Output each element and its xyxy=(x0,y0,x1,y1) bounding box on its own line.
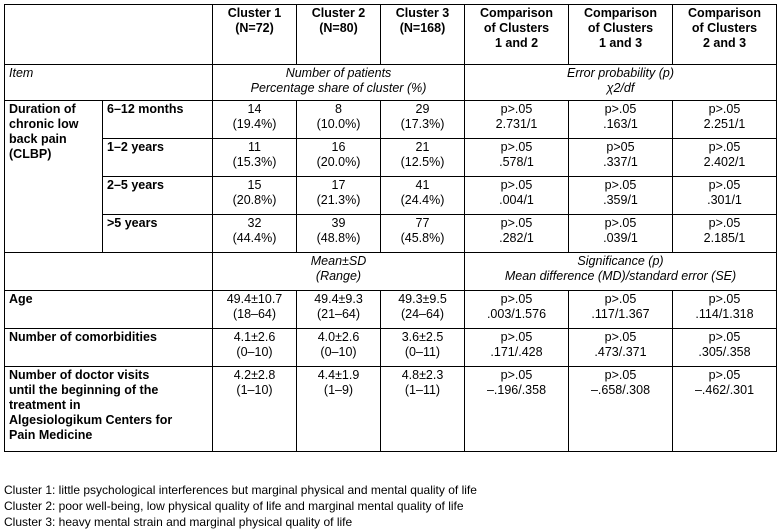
stats-label: Number of comorbidities xyxy=(4,328,213,367)
cell-cmp23: p>.05 .114/1.318 xyxy=(672,290,777,329)
cell-cmp13: p>05 .337/1 xyxy=(568,138,673,177)
stats-row: Number of doctor visits until the beginn… xyxy=(4,366,777,452)
stats-label: Age xyxy=(4,290,213,329)
cell-cmp12: p>.05 .004/1 xyxy=(464,176,569,215)
cell-cmp23: p>.05 –.462/.301 xyxy=(672,366,777,452)
footnote-cluster-3: Cluster 3: heavy mental strain and margi… xyxy=(4,515,353,529)
item-row: Item Number of patients Percentage share… xyxy=(4,64,777,101)
cell-c3: 4.8±2.3 (1–11) xyxy=(380,366,465,452)
cell-c2: 39 (48.8%) xyxy=(296,214,381,253)
cell-c3: 77 (45.8%) xyxy=(380,214,465,253)
cell-cmp13: p>.05 .117/1.367 xyxy=(568,290,673,329)
duration-range: >5 years xyxy=(102,214,213,253)
cell-c2: 4.0±2.6 (0–10) xyxy=(296,328,381,367)
stats-row: Number of comorbidities 4.1±2.6 (0–10) 4… xyxy=(4,328,777,367)
cell-cmp23: p>.05 2.185/1 xyxy=(672,214,777,253)
cell-c1: 4.1±2.6 (0–10) xyxy=(212,328,297,367)
header-comparison-1-2: Comparison of Clusters 1 and 2 xyxy=(464,4,569,65)
duration-row: 2–5 years 15 (20.8%) 17 (21.3%) 41 (24.4… xyxy=(5,176,777,215)
duration-range: 6–12 months xyxy=(102,100,213,139)
cell-c2: 16 (20.0%) xyxy=(296,138,381,177)
duration-label: Duration of chronic low back pain (CLBP) xyxy=(4,100,103,253)
header-empty-cell xyxy=(4,4,213,65)
cell-c2: 49.4±9.3 (21–64) xyxy=(296,290,381,329)
cell-cmp13: p>.05 .163/1 xyxy=(568,100,673,139)
mean-empty-cell xyxy=(4,252,213,291)
cell-c3: 21 (12.5%) xyxy=(380,138,465,177)
cell-c1: 32 (44.4%) xyxy=(212,214,297,253)
stats-row: Age 49.4±10.7 (18–64) 49.4±9.3 (21–64) 4… xyxy=(4,290,777,329)
header-row: Cluster 1 (N=72) Cluster 2 (N=80) Cluste… xyxy=(4,4,777,65)
stats-label: Number of doctor visits until the beginn… xyxy=(4,366,213,452)
cell-cmp13: p>.05 .359/1 xyxy=(568,176,673,215)
mean-row: Mean±SD (Range) Significance (p) Mean di… xyxy=(4,252,777,291)
duration-row: >5 years 32 (44.4%) 39 (48.8%) 77 (45.8%… xyxy=(5,214,777,253)
cell-cmp13: p>.05 .473/.371 xyxy=(568,328,673,367)
cell-c1: 11 (15.3%) xyxy=(212,138,297,177)
cell-cmp13: p>.05 .039/1 xyxy=(568,214,673,253)
cell-c3: 29 (17.3%) xyxy=(380,100,465,139)
error-label: Error probability (p) χ2/df xyxy=(464,64,777,101)
cell-cmp12: p>.05 2.731/1 xyxy=(464,100,569,139)
footnotes: Cluster 1: little psychological interfer… xyxy=(4,482,477,530)
header-cluster-1: Cluster 1 (N=72) xyxy=(212,4,297,65)
significance-label: Significance (p) Mean difference (MD)/st… xyxy=(464,252,777,291)
cell-c3: 49.3±9.5 (24–64) xyxy=(380,290,465,329)
cell-c1: 15 (20.8%) xyxy=(212,176,297,215)
header-cluster-2: Cluster 2 (N=80) xyxy=(296,4,381,65)
footnote-cluster-2: Cluster 2: poor well-being, low physical… xyxy=(4,499,464,513)
duration-row: 1–2 years 11 (15.3%) 16 (20.0%) 21 (12.5… xyxy=(5,138,777,177)
cell-cmp12: p>.05 .578/1 xyxy=(464,138,569,177)
header-comparison-2-3: Comparison of Clusters 2 and 3 xyxy=(672,4,777,65)
cell-c3: 3.6±2.5 (0–11) xyxy=(380,328,465,367)
cell-cmp12: p>.05 .003/1.576 xyxy=(464,290,569,329)
cell-cmp13: p>.05 –.658/.308 xyxy=(568,366,673,452)
cell-cmp23: p>.05 2.251/1 xyxy=(672,100,777,139)
duration-row: Duration of chronic low back pain (CLBP)… xyxy=(4,100,777,253)
cell-c2: 17 (21.3%) xyxy=(296,176,381,215)
results-table: Cluster 1 (N=72) Cluster 2 (N=80) Cluste… xyxy=(4,4,777,452)
header-cluster-3: Cluster 3 (N=168) xyxy=(380,4,465,65)
cell-c2: 4.4±1.9 (1–9) xyxy=(296,366,381,452)
cell-c1: 49.4±10.7 (18–64) xyxy=(212,290,297,329)
duration-range: 1–2 years xyxy=(102,138,213,177)
cell-c1: 4.2±2.8 (1–10) xyxy=(212,366,297,452)
mean-label: Mean±SD (Range) xyxy=(212,252,465,291)
cell-c1: 14 (19.4%) xyxy=(212,100,297,139)
footnote-cluster-1: Cluster 1: little psychological interfer… xyxy=(4,483,477,497)
cell-c2: 8 (10.0%) xyxy=(296,100,381,139)
cell-cmp12: p>.05 –.196/.358 xyxy=(464,366,569,452)
duration-range: 2–5 years xyxy=(102,176,213,215)
cell-cmp23: p>.05 2.402/1 xyxy=(672,138,777,177)
cell-cmp12: p>.05 .171/.428 xyxy=(464,328,569,367)
item-label: Item xyxy=(4,64,213,101)
cell-cmp23: p>.05 .301/1 xyxy=(672,176,777,215)
cell-c3: 41 (24.4%) xyxy=(380,176,465,215)
count-label: Number of patients Percentage share of c… xyxy=(212,64,465,101)
header-comparison-1-3: Comparison of Clusters 1 and 3 xyxy=(568,4,673,65)
cell-cmp23: p>.05 .305/.358 xyxy=(672,328,777,367)
cell-cmp12: p>.05 .282/1 xyxy=(464,214,569,253)
